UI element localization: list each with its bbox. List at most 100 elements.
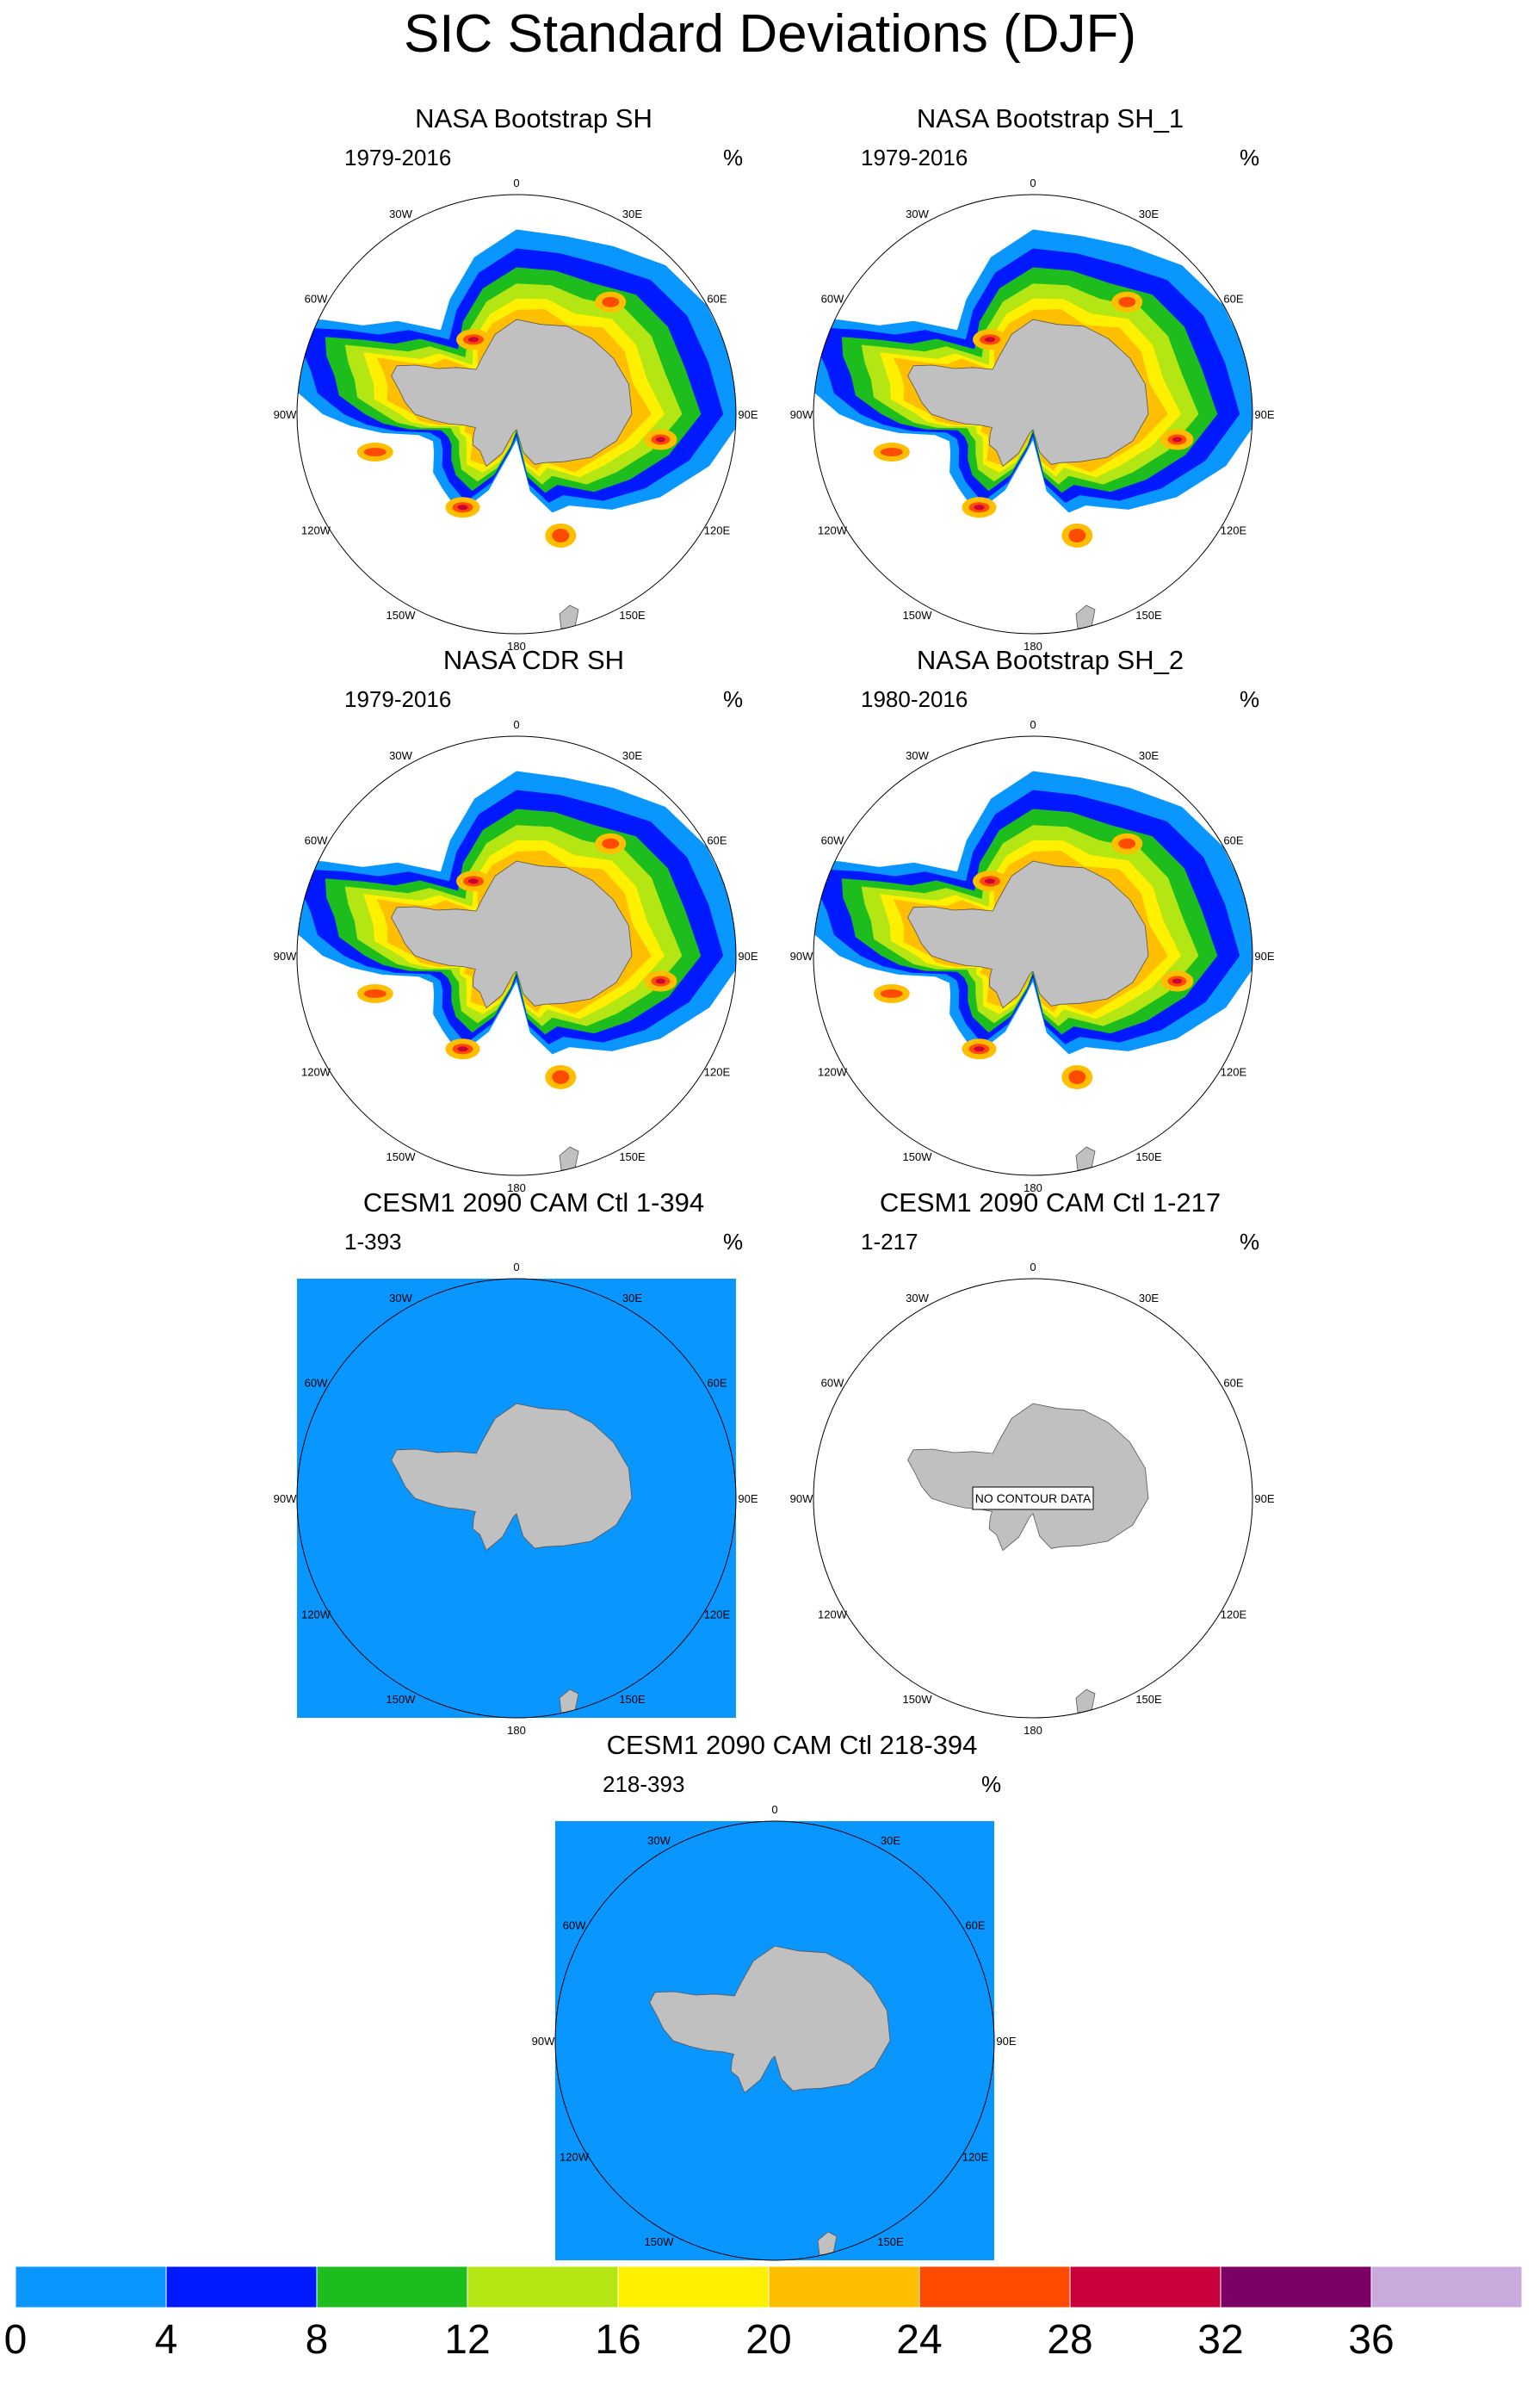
longitude-label: 180 <box>507 1181 526 1194</box>
period-label: 1979-2016 <box>344 686 452 712</box>
longitude-label: 30E <box>622 749 642 762</box>
map-panel-p7: 030E60E90E120E150E180150W120W90W60W30WCE… <box>516 1728 1067 2288</box>
longitude-label: 0 <box>771 1803 777 1816</box>
longitude-label: 120W <box>818 524 848 537</box>
longitude-label: 90W <box>790 950 813 963</box>
sic-contour-band <box>880 447 903 456</box>
longitude-label: 60W <box>821 293 844 306</box>
longitude-label: 180 <box>1024 1724 1042 1737</box>
map-panel-p5: 0 30E 60E 90E 120E 150E 180 150W 120W 90W 60W 30W CE… <box>258 1186 809 1745</box>
panel-title: NASA Bootstrap SH <box>415 103 652 133</box>
period-label: 1979-2016 <box>344 145 452 170</box>
units-label: % <box>1240 1229 1260 1255</box>
longitude-label: 0 <box>513 1261 519 1274</box>
longitude-label: 180 <box>1024 1181 1042 1194</box>
map-boundary <box>813 735 1253 1176</box>
longitude-label: 60E <box>1223 834 1243 847</box>
longitude-label: 0 <box>513 177 519 189</box>
colorbar-swatch <box>1370 2265 1523 2309</box>
longitude-label: 30W <box>906 208 929 220</box>
colorbar-tick-label: 12 <box>444 2317 491 2363</box>
longitude-label: 30E <box>622 1292 642 1305</box>
longitude-label: 120W <box>301 524 331 537</box>
sic-contour-band <box>457 505 468 511</box>
sic-contour-band <box>552 528 570 542</box>
longitude-label: 180 <box>1024 640 1042 653</box>
longitude-label: 120W <box>301 1066 331 1079</box>
colorbar-swatch <box>316 2265 468 2309</box>
longitude-label: 120W <box>818 1066 848 1079</box>
south-america-tip <box>813 243 838 282</box>
longitude-label: 150W <box>903 1150 933 1163</box>
longitude-label: 150W <box>387 1150 417 1163</box>
units-label: % <box>1240 145 1260 170</box>
period-label: 1979-2016 <box>861 145 968 170</box>
new-zealand-south <box>559 1146 579 1171</box>
longitude-label: 120E <box>704 1608 731 1621</box>
colorbar-swatch <box>768 2265 920 2309</box>
map-boundary <box>296 735 737 1176</box>
longitude-label: 120W <box>301 1608 331 1621</box>
longitude-label: 120E <box>962 2151 989 2164</box>
sic-contour-band <box>1118 838 1136 849</box>
antarctica-landmass <box>391 1403 633 1552</box>
longitude-label: 150E <box>1135 609 1162 622</box>
polar-map: 0 30E 60E 90E 120E 150E 180 150W 120W 90W 60W 30W <box>274 718 758 1194</box>
colorbar-tick-label: 20 <box>745 2317 792 2363</box>
sic-contour-band <box>602 296 620 307</box>
colorbar-swatch <box>1220 2265 1372 2309</box>
colorbar-tick-label: 36 <box>1348 2317 1395 2363</box>
longitude-label: 150E <box>619 1693 646 1706</box>
longitude-label: 30E <box>1139 1292 1159 1305</box>
sic-contour-band <box>552 1069 570 1084</box>
longitude-label: 90E <box>1254 408 1274 421</box>
sic-contour-band <box>363 447 387 456</box>
longitude-label: 90E <box>996 2035 1016 2048</box>
colorbar-tick-label: 16 <box>595 2317 641 2363</box>
south-america-tip <box>813 784 838 823</box>
figure-title: SIC Standard Deviations (DJF) <box>403 4 1137 64</box>
longitude-label: 90E <box>738 1492 758 1505</box>
longitude-label: 30W <box>906 749 929 762</box>
longitude-label: 150W <box>387 609 417 622</box>
period-label: 1-217 <box>861 1229 918 1255</box>
panel-title: CESM1 2090 CAM Ctl 218-394 <box>606 1730 978 1760</box>
map-boundary <box>813 194 1253 635</box>
longitude-label: 90W <box>274 408 297 421</box>
sic-contour-band <box>468 878 479 884</box>
longitude-label: 150E <box>1135 1693 1162 1706</box>
antarctica-landmass <box>907 860 1149 1009</box>
antarctica-landmass <box>391 860 633 1009</box>
polar-map: 0 30E 60E 90E 120E 150E 180 150W 120W 90W 60W 30W NO… <box>790 1261 1275 1737</box>
panel-title: NASA Bootstrap SH_1 <box>916 103 1184 133</box>
longitude-label: 30W <box>389 208 412 220</box>
units-label: % <box>981 1771 1002 1797</box>
longitude-label: 180 <box>507 640 526 653</box>
period-label: 1-393 <box>344 1229 402 1255</box>
antarctica-landmass <box>391 319 633 468</box>
antarctica-landmass <box>649 1945 891 2094</box>
longitude-label: 150W <box>903 1693 933 1706</box>
sic-contour-band <box>468 337 479 343</box>
panel-title: NASA Bootstrap SH_2 <box>916 645 1184 675</box>
map-panel-p3: 0 30E 60E 90E 120E 150E 180 150W 120W 90W 60W 30W NA… <box>258 643 809 1203</box>
longitude-label: 60E <box>707 1377 727 1390</box>
new-zealand-south <box>559 1689 579 1714</box>
longitude-label: 30E <box>881 1834 900 1847</box>
polar-map: 0 30E 60E 90E 120E 150E 180 150W 120W 90W 60W 30W <box>790 177 1275 653</box>
longitude-label: 90W <box>790 1492 813 1505</box>
panel-title: CESM1 2090 CAM Ctl 1-394 <box>362 1187 705 1218</box>
new-zealand-south <box>817 2231 838 2256</box>
colorbar-tick-label: 32 <box>1197 2317 1244 2363</box>
sic-contour-band <box>457 1046 468 1052</box>
south-america-tip <box>297 243 321 282</box>
longitude-label: 60E <box>707 834 727 847</box>
longitude-label: 120W <box>818 1608 848 1621</box>
sic-contour-band <box>985 878 995 884</box>
south-america-tip <box>813 1327 838 1366</box>
longitude-label: 60W <box>821 1377 844 1390</box>
sic-contour-band <box>602 838 620 849</box>
longitude-label: 60E <box>1223 293 1243 306</box>
period-label: 1980-2016 <box>861 686 968 712</box>
longitude-label: 120E <box>704 1066 731 1079</box>
